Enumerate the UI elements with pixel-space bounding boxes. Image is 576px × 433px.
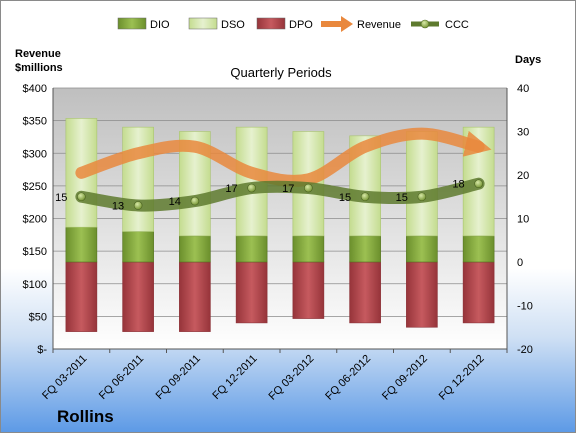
bar-dio: [179, 235, 211, 263]
ccc-data-label: 13: [112, 200, 124, 212]
left-tick-label: $250: [23, 181, 47, 193]
ccc-point: [190, 196, 200, 206]
bar-dio: [292, 235, 325, 263]
left-tick-label: $100: [23, 279, 47, 291]
legend-item: CCC: [411, 19, 469, 31]
bar-dso: [406, 131, 438, 237]
right-axis-title: Days: [515, 54, 541, 66]
ccc-data-label: 14: [169, 196, 181, 208]
ccc-point: [474, 179, 483, 188]
bar-dpo: [292, 261, 325, 319]
legend-item: DSO: [188, 17, 245, 31]
bar-dpo: [122, 261, 154, 332]
legend: DIO DSO DPO Revenue CCC: [117, 16, 469, 32]
left-tick-label: $400: [23, 83, 47, 95]
legend-item: DPO: [256, 17, 313, 31]
bar-dio: [122, 231, 154, 263]
bar-dpo: [349, 261, 381, 324]
bar-dpo: [462, 261, 495, 324]
x-tick-label: FQ 06-2012: [323, 353, 373, 403]
right-tick-label: -20: [517, 344, 533, 356]
ccc-data-label: 17: [282, 183, 294, 195]
legend-label: Revenue: [357, 19, 401, 31]
chart-subtitle: Quarterly Periods: [230, 65, 332, 80]
x-tick-label: FQ 09-2012: [380, 353, 430, 403]
x-tick-label: FQ 12-2011: [210, 353, 259, 402]
left-tick-label: $200: [23, 214, 47, 226]
right-tick-label: 0: [517, 257, 523, 269]
x-tick-label: FQ 06-2011: [97, 353, 146, 402]
legend-label: DIO: [150, 19, 170, 31]
bar-dpo: [65, 261, 98, 332]
right-tick-label: 30: [517, 127, 529, 139]
left-tick-label: $350: [23, 116, 47, 128]
ccc-point: [247, 183, 256, 193]
left-axis-title-line1: Revenue: [15, 48, 61, 60]
bar-dso: [122, 126, 154, 232]
right-tick-label: 20: [517, 170, 529, 182]
bar-dio: [349, 235, 381, 263]
ccc-data-label: 15: [55, 192, 67, 204]
right-tick-label: -10: [517, 301, 533, 313]
legend-swatch: [256, 17, 286, 30]
revenue-line: [75, 127, 492, 187]
legend-swatch: [188, 17, 218, 30]
ccc-point: [304, 183, 313, 193]
right-tick-label: 40: [517, 83, 529, 95]
bar-dpo: [179, 261, 211, 332]
right-tick-label: 10: [517, 214, 529, 226]
ccc-data-label: 18: [452, 179, 464, 191]
legend-swatch-head: [341, 16, 353, 32]
ccc-point: [360, 192, 370, 202]
legend-label: CCC: [445, 19, 469, 31]
legend-label: DPO: [289, 19, 313, 31]
bar-dio: [65, 226, 98, 263]
left-tick-label: $-: [37, 344, 47, 356]
legend-swatch-dot: [420, 19, 430, 29]
x-tick-label: FQ 12-2012: [437, 353, 487, 403]
bar-dpo: [235, 261, 268, 324]
ccc-point: [133, 201, 143, 210]
ccc-point: [77, 192, 86, 202]
x-tick-label: FQ 03-2011: [40, 353, 89, 402]
ccc-data-label: 15: [339, 192, 351, 204]
legend-swatch: [117, 17, 147, 30]
ccc-data-label: 15: [396, 192, 408, 204]
ccc-data-label: 17: [225, 183, 237, 195]
x-tick-label: FQ 09-2011: [154, 353, 203, 402]
lines: 15 13 14 17 17 15 15 18: [55, 127, 492, 212]
legend-label: DSO: [221, 19, 245, 31]
bar-dio: [462, 235, 495, 263]
left-tick-label: $150: [23, 246, 47, 258]
bar-dio: [406, 235, 438, 263]
ccc-line: [75, 177, 485, 212]
legend-item: Revenue: [321, 16, 401, 32]
left-axis-title-line2: $millions: [15, 62, 63, 74]
legend-item: DIO: [117, 17, 170, 31]
bar-dio: [235, 235, 268, 263]
x-tick-label: FQ 03-2012: [267, 353, 317, 403]
left-tick-label: $50: [29, 311, 47, 323]
left-tick-label: $300: [23, 148, 47, 160]
company-name: Rollins: [57, 407, 114, 426]
bar-dpo: [406, 261, 438, 328]
ccc-point: [417, 192, 427, 202]
